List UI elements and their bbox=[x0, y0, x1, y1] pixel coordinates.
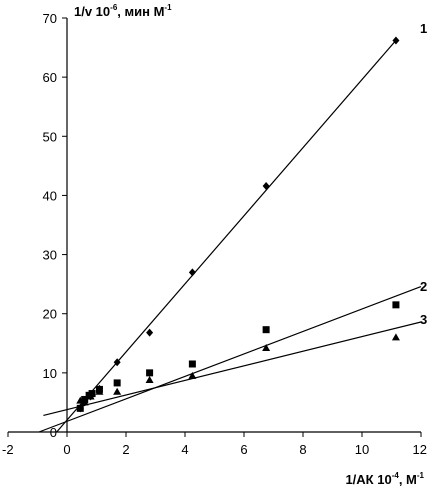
y-axis-title: 1/v 10-6, мин М-1 bbox=[74, 3, 172, 19]
data-point-series-1 bbox=[188, 268, 196, 277]
series-labels: 1 2 3 bbox=[420, 21, 427, 327]
data-markers bbox=[76, 36, 400, 413]
x-tick-label: 12 bbox=[413, 442, 427, 457]
fit-line-series-2 bbox=[38, 285, 422, 433]
series-label-2: 2 bbox=[420, 279, 427, 294]
data-point-series-3 bbox=[188, 371, 197, 379]
y-tick-label: 70 bbox=[43, 11, 57, 26]
x-tick-label: -2 bbox=[2, 442, 14, 457]
x-tick-label: 6 bbox=[240, 442, 247, 457]
y-tick-label: 0 bbox=[50, 425, 57, 440]
x-tick-label: 10 bbox=[355, 442, 369, 457]
data-point-series-2 bbox=[262, 326, 270, 334]
x-axis-title-exponent: -4 bbox=[392, 471, 400, 480]
data-point-series-2 bbox=[88, 390, 96, 398]
data-point-series-3 bbox=[113, 387, 122, 395]
y-axis-title-suffix: , мин М bbox=[117, 4, 164, 19]
fit-line-series-3 bbox=[43, 321, 422, 417]
data-point-series-1 bbox=[262, 181, 270, 190]
axes bbox=[7, 17, 422, 437]
series-label-1: 1 bbox=[420, 21, 427, 36]
data-point-series-3 bbox=[145, 375, 154, 383]
data-point-series-2 bbox=[113, 379, 121, 387]
data-point-series-3 bbox=[262, 344, 271, 352]
fit-lines bbox=[38, 38, 422, 433]
data-point-series-1 bbox=[392, 36, 400, 45]
x-tick-label: 2 bbox=[122, 442, 129, 457]
x-axis-title-prefix: 1/АК 10 bbox=[345, 472, 391, 487]
y-tick-label: 60 bbox=[43, 70, 57, 85]
data-point-series-3 bbox=[80, 398, 89, 406]
x-tick-label: 8 bbox=[299, 442, 306, 457]
y-axis-title-unit-exponent: -1 bbox=[164, 3, 172, 12]
x-axis-title-unit-exponent: -1 bbox=[417, 471, 425, 480]
x-tick-label: 0 bbox=[63, 442, 70, 457]
data-point-series-2 bbox=[188, 360, 196, 368]
data-point-series-3 bbox=[391, 333, 400, 341]
x-axis-title: 1/АК 10-4, М-1 bbox=[345, 471, 424, 487]
data-point-series-1 bbox=[113, 358, 121, 367]
data-point-series-2 bbox=[76, 404, 84, 412]
y-tick-label: 30 bbox=[43, 248, 57, 263]
data-point-series-3 bbox=[86, 392, 95, 400]
data-point-series-2 bbox=[392, 301, 400, 309]
y-tick-label: 50 bbox=[43, 129, 57, 144]
x-tick-label: 4 bbox=[181, 442, 188, 457]
y-axis-title-exponent: -6 bbox=[110, 3, 118, 12]
fit-line-series-1 bbox=[56, 38, 398, 433]
data-point-series-3 bbox=[76, 396, 85, 404]
y-tick-label: 40 bbox=[43, 188, 57, 203]
y-axis-title-prefix: 1/v 10 bbox=[74, 4, 110, 19]
y-tick-label: 20 bbox=[43, 307, 57, 322]
data-point-series-1 bbox=[146, 328, 154, 337]
data-point-series-3 bbox=[95, 387, 104, 395]
data-point-series-2 bbox=[146, 369, 154, 377]
series-label-3: 3 bbox=[420, 312, 427, 327]
y-tick-label: 10 bbox=[43, 366, 57, 381]
x-axis-title-suffix: , М bbox=[399, 472, 417, 487]
